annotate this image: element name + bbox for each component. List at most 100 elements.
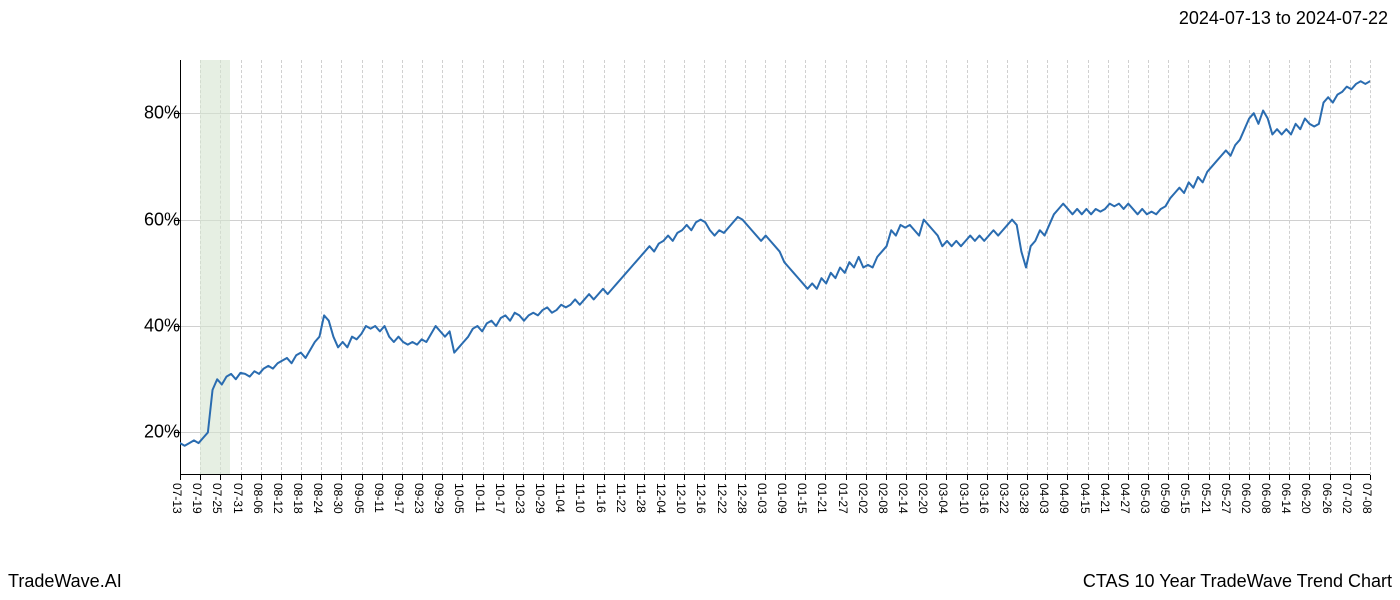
x-tick-mark xyxy=(886,475,887,480)
v-gridline xyxy=(1370,60,1371,475)
x-tick-label: 07-13 xyxy=(170,483,184,514)
x-tick-label: 09-11 xyxy=(372,483,386,513)
x-tick-label: 01-03 xyxy=(755,483,769,514)
x-tick-mark xyxy=(805,475,806,480)
x-tick-mark xyxy=(1229,475,1230,480)
x-tick-label: 06-08 xyxy=(1259,483,1273,514)
x-tick-label: 07-31 xyxy=(231,483,245,514)
x-tick-label: 12-16 xyxy=(694,483,708,514)
y-tick-label: 40% xyxy=(120,316,180,337)
x-tick-mark xyxy=(684,475,685,480)
x-tick-label: 08-12 xyxy=(271,483,285,514)
x-tick-mark xyxy=(846,475,847,480)
x-tick-mark xyxy=(1128,475,1129,480)
x-tick-mark xyxy=(1088,475,1089,480)
x-tick-label: 09-23 xyxy=(412,483,426,514)
x-tick-mark xyxy=(825,475,826,480)
x-tick-label: 08-18 xyxy=(291,483,305,514)
x-tick-label: 06-20 xyxy=(1299,483,1313,514)
x-tick-mark xyxy=(1249,475,1250,480)
x-tick-label: 12-10 xyxy=(674,483,688,514)
x-tick-mark xyxy=(745,475,746,480)
x-tick-label: 09-17 xyxy=(392,483,406,514)
x-tick-label: 03-28 xyxy=(1017,483,1031,514)
x-tick-label: 10-05 xyxy=(452,483,466,514)
x-tick-mark xyxy=(1289,475,1290,480)
x-tick-label: 11-22 xyxy=(614,483,628,513)
x-tick-label: 01-21 xyxy=(815,483,829,514)
x-tick-mark xyxy=(604,475,605,480)
x-tick-mark xyxy=(906,475,907,480)
x-tick-mark xyxy=(866,475,867,480)
x-tick-label: 03-04 xyxy=(936,483,950,514)
x-tick-mark xyxy=(483,475,484,480)
x-tick-label: 08-24 xyxy=(311,483,325,514)
x-tick-label: 05-21 xyxy=(1199,483,1213,514)
x-tick-mark xyxy=(785,475,786,480)
x-tick-mark xyxy=(362,475,363,480)
x-tick-mark xyxy=(1309,475,1310,480)
x-tick-label: 07-08 xyxy=(1360,483,1374,514)
x-tick-mark xyxy=(1168,475,1169,480)
x-tick-label: 11-28 xyxy=(634,483,648,513)
x-tick-mark xyxy=(624,475,625,480)
x-tick-label: 12-22 xyxy=(715,483,729,514)
x-tick-mark xyxy=(382,475,383,480)
x-tick-label: 07-25 xyxy=(210,483,224,514)
x-tick-label: 12-04 xyxy=(654,483,668,514)
x-tick-label: 04-27 xyxy=(1118,483,1132,514)
x-tick-label: 03-16 xyxy=(977,483,991,514)
x-tick-mark xyxy=(1027,475,1028,480)
x-tick-label: 03-22 xyxy=(997,483,1011,514)
x-tick-mark xyxy=(1007,475,1008,480)
plot-area xyxy=(180,60,1370,475)
x-tick-mark xyxy=(1067,475,1068,480)
x-tick-label: 11-16 xyxy=(594,483,608,513)
x-tick-mark xyxy=(1350,475,1351,480)
x-tick-label: 07-19 xyxy=(190,483,204,514)
x-tick-mark xyxy=(543,475,544,480)
x-tick-label: 04-15 xyxy=(1078,483,1092,514)
x-tick-label: 10-29 xyxy=(533,483,547,514)
x-tick-label: 02-14 xyxy=(896,483,910,514)
y-tick-label: 80% xyxy=(120,103,180,124)
x-tick-mark xyxy=(704,475,705,480)
x-tick-label: 12-28 xyxy=(735,483,749,514)
x-tick-label: 05-03 xyxy=(1138,483,1152,514)
x-tick-mark xyxy=(1370,475,1371,480)
x-tick-mark xyxy=(1269,475,1270,480)
x-tick-label: 06-26 xyxy=(1320,483,1334,514)
x-tick-label: 10-17 xyxy=(493,483,507,514)
x-tick-mark xyxy=(563,475,564,480)
x-tick-mark xyxy=(1108,475,1109,480)
x-tick-mark xyxy=(644,475,645,480)
x-tick-label: 06-14 xyxy=(1279,483,1293,514)
x-tick-label: 02-02 xyxy=(856,483,870,514)
x-tick-mark xyxy=(503,475,504,480)
x-tick-mark xyxy=(926,475,927,480)
x-tick-mark xyxy=(402,475,403,480)
x-tick-label: 11-10 xyxy=(573,483,587,513)
x-tick-mark xyxy=(442,475,443,480)
x-tick-mark xyxy=(583,475,584,480)
x-tick-mark xyxy=(1047,475,1048,480)
x-tick-mark xyxy=(1330,475,1331,480)
x-tick-mark xyxy=(1209,475,1210,480)
x-tick-mark xyxy=(180,475,181,480)
x-tick-label: 09-29 xyxy=(432,483,446,514)
x-tick-label: 01-15 xyxy=(795,483,809,514)
x-tick-label: 04-09 xyxy=(1057,483,1071,514)
y-tick-label: 60% xyxy=(120,209,180,230)
x-tick-mark xyxy=(341,475,342,480)
x-tick-mark xyxy=(241,475,242,480)
x-tick-mark xyxy=(664,475,665,480)
x-tick-label: 11-04 xyxy=(553,483,567,513)
x-tick-mark xyxy=(1188,475,1189,480)
x-tick-label: 08-06 xyxy=(251,483,265,514)
x-tick-label: 08-30 xyxy=(331,483,345,514)
footer-brand: TradeWave.AI xyxy=(8,571,122,592)
x-tick-label: 04-03 xyxy=(1037,483,1051,514)
x-tick-mark xyxy=(321,475,322,480)
x-tick-mark xyxy=(946,475,947,480)
x-tick-label: 10-23 xyxy=(513,483,527,514)
